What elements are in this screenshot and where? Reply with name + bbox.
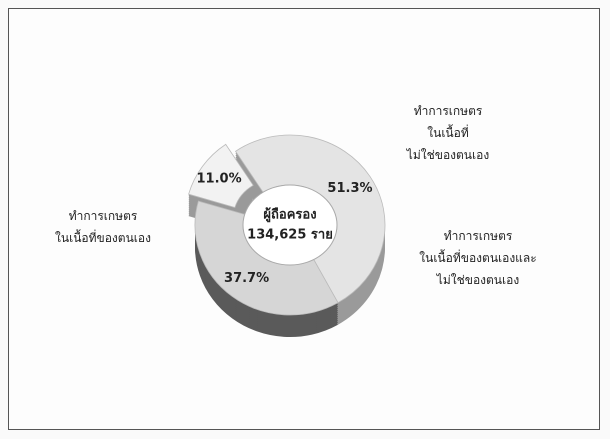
- center-label: ผู้ถือครอง: [263, 207, 316, 223]
- slice: [188, 143, 254, 208]
- center-hole: [242, 184, 338, 266]
- center-label: 134,625 ราย: [247, 228, 333, 243]
- category-label: ทำการเกษตร ในเนื้อที่ของตนเองและ ไม่ใช่ข…: [419, 229, 537, 287]
- category-label: ทำการเกษตร ในเนื้อที่ ไม่ใช่ของตนเอง: [406, 104, 490, 162]
- value-label: 11.0%: [197, 172, 242, 187]
- category-label: ทำการเกษตร ในเนื้อที่ของตนเอง: [55, 209, 151, 245]
- value-label: 37.7%: [224, 271, 269, 286]
- value-label: 51.3%: [327, 181, 372, 196]
